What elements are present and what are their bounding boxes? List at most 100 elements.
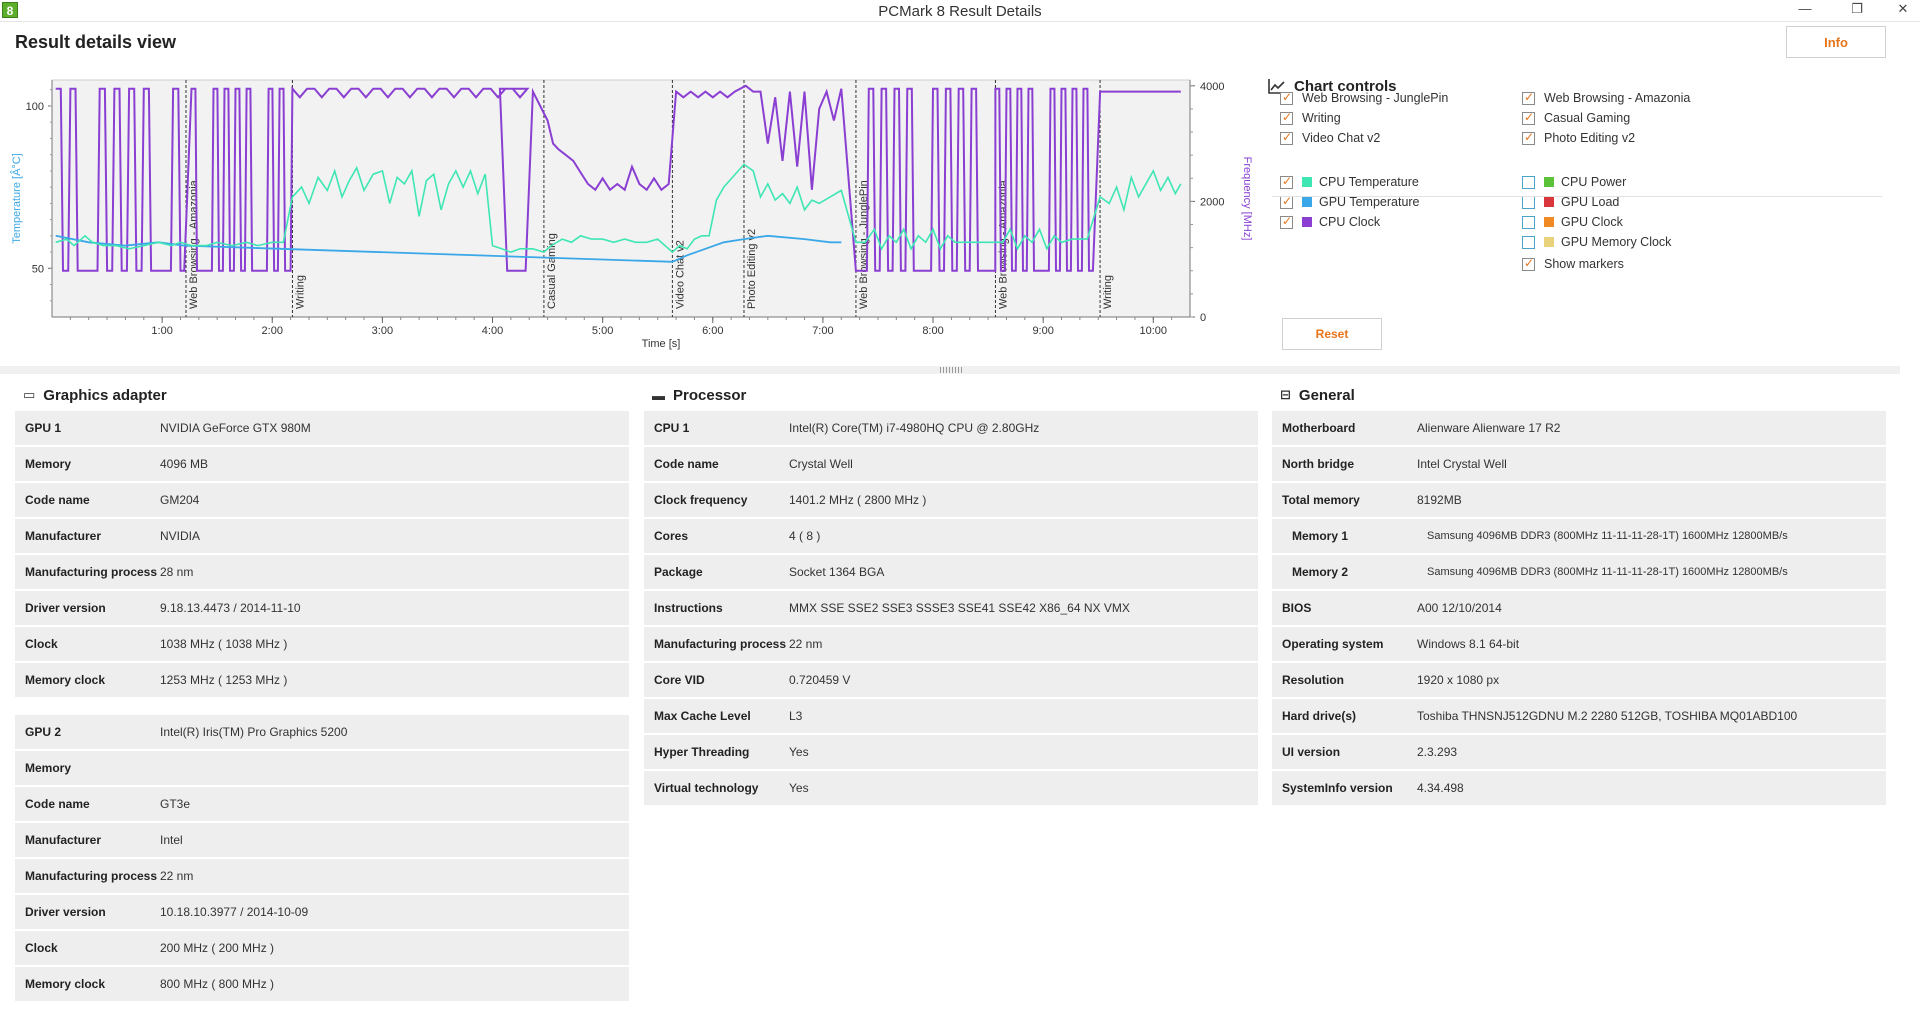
- metric-label: CPU Clock: [1319, 215, 1381, 229]
- metric-checkbox[interactable]: GPU Load: [1522, 192, 1619, 212]
- metric-label: GPU Load: [1561, 195, 1620, 209]
- general-row: Hard drive(s) Toshiba THNSNJ512GDNU M.2 2…: [1272, 699, 1886, 733]
- checkbox-icon[interactable]: [1522, 256, 1535, 271]
- gpu2-row: Manufacturer Intel: [15, 823, 629, 857]
- checkbox-icon[interactable]: [1280, 130, 1293, 145]
- gpu1-value: 4096 MB: [160, 457, 209, 471]
- legend-swatch-icon: [1302, 197, 1312, 207]
- general-value: Samsung 4096MB DDR3 (800MHz 11-11-11-28-…: [1427, 566, 1788, 578]
- close-icon[interactable]: ✕: [1897, 1, 1909, 16]
- general-panel: ⊟ General Motherboard Alienware Alienware…: [1272, 384, 1886, 807]
- general-key: Resolution: [1282, 673, 1344, 687]
- gpu2-value: Intel(R) Iris(TM) Pro Graphics 5200: [160, 725, 348, 739]
- chart-svg: 1:00 2:00 3:00 4:00 5:00 6:00 7:00 8:00 9:00 10:0…: [10, 79, 1253, 350]
- restore-icon[interactable]: ❐: [1851, 1, 1863, 16]
- y-axis-right-label: Frequency [MHz]: [1241, 157, 1253, 241]
- general-row: SystemInfo version 4.34.498: [1272, 771, 1886, 805]
- gpu1-value: GM204: [160, 493, 200, 507]
- gpu1-row: Clock 1038 MHz ( 1038 MHz ): [15, 627, 629, 661]
- checkbox-icon[interactable]: [1280, 214, 1293, 229]
- workload-checkbox[interactable]: Photo Editing v2: [1522, 128, 1635, 148]
- gpu1-row: Code name GM204: [15, 483, 629, 517]
- gpu2-value: 800 MHz ( 800 MHz ): [160, 977, 275, 991]
- general-key: Total memory: [1282, 493, 1360, 507]
- checkbox-icon[interactable]: [1280, 90, 1293, 105]
- segment-label: Photo Editing v2: [746, 229, 758, 309]
- general-value: 8192MB: [1417, 493, 1462, 507]
- gpu1-value: NVIDIA GeForce GTX 980M: [160, 421, 311, 435]
- workload-label: Web Browsing - JunglePin: [1302, 91, 1449, 105]
- segment-label: Casual Gaming: [546, 233, 558, 309]
- checkbox-icon[interactable]: [1522, 235, 1535, 249]
- info-button[interactable]: Info: [1786, 26, 1886, 58]
- legend-swatch-icon: [1544, 217, 1554, 227]
- metric-checkbox[interactable]: GPU Clock: [1522, 212, 1623, 232]
- checkbox-icon[interactable]: [1522, 175, 1535, 189]
- metric-checkbox[interactable]: GPU Temperature: [1280, 192, 1420, 212]
- segment-label: Web Browsing - Amazonia: [188, 179, 200, 309]
- general-key: Memory 2: [1292, 565, 1349, 579]
- general-key: Memory 1: [1292, 529, 1349, 543]
- checkbox-icon[interactable]: [1280, 174, 1293, 189]
- workload-checkbox[interactable]: Web Browsing - Amazonia: [1522, 88, 1690, 108]
- checkbox-icon[interactable]: [1522, 215, 1535, 229]
- legend-swatch-icon: [1302, 177, 1312, 187]
- splitter-grip-icon[interactable]: [940, 367, 962, 373]
- gpu2-key: Memory clock: [25, 977, 106, 991]
- gpu1-key: Manufacturing process: [25, 565, 158, 579]
- checkbox-icon[interactable]: [1280, 194, 1293, 209]
- splitter[interactable]: [0, 366, 1900, 374]
- checkbox-icon[interactable]: [1522, 110, 1535, 125]
- minimize-icon[interactable]: —: [1798, 1, 1812, 16]
- x-tick-label: 8:00: [922, 325, 943, 337]
- gpu2-value: 22 nm: [160, 869, 194, 883]
- general-header: ⊟ General: [1272, 384, 1886, 406]
- x-axis-label: Time [s]: [642, 338, 681, 350]
- gpu2-value: GT3e: [160, 797, 191, 811]
- cpu-key: Max Cache Level: [654, 709, 751, 723]
- gpu2-row: Memory clock 800 MHz ( 800 MHz ): [15, 967, 629, 1001]
- y-axis-left-label: Temperature [Â°C]: [10, 153, 23, 244]
- chart[interactable]: 1:00 2:00 3:00 4:00 5:00 6:00 7:00 8:00 9:00 10:0…: [0, 70, 1270, 360]
- legend-swatch-icon: [1544, 177, 1554, 187]
- x-tick-label: 9:00: [1032, 325, 1053, 337]
- metric-checkbox[interactable]: GPU Memory Clock: [1522, 232, 1671, 252]
- legend-swatch-icon: [1302, 217, 1312, 227]
- workload-checkbox[interactable]: Writing: [1280, 108, 1341, 128]
- cpu-row: Virtual technology Yes: [644, 771, 1258, 805]
- metric-checkbox[interactable]: CPU Power: [1522, 172, 1626, 192]
- laptop-icon: ⊟: [1280, 387, 1291, 402]
- gpu1-key: Memory: [25, 457, 72, 471]
- graphics-header: ▭ Graphics adapter: [15, 384, 629, 406]
- reset-button[interactable]: Reset: [1282, 318, 1382, 350]
- cpu-key: CPU 1: [654, 421, 690, 435]
- workload-label: Video Chat v2: [1302, 131, 1381, 145]
- gpu1-key: Memory clock: [25, 673, 106, 687]
- segment-label: Video Chat v2: [674, 240, 686, 309]
- graphics-title: Graphics adapter: [43, 386, 167, 404]
- cpu-row: Code name Crystal Well: [644, 447, 1258, 481]
- gpu2-row: Code name GT3e: [15, 787, 629, 821]
- checkbox-icon[interactable]: [1522, 90, 1535, 105]
- gpu2-row: Memory: [15, 751, 629, 785]
- gpu1-value: 9.18.13.4473 / 2014-11-10: [160, 601, 301, 615]
- metric-checkbox[interactable]: CPU Clock: [1280, 212, 1380, 232]
- metric-label: CPU Temperature: [1319, 175, 1419, 189]
- workload-checkbox[interactable]: Casual Gaming: [1522, 108, 1630, 128]
- general-value: Intel Crystal Well: [1417, 457, 1507, 471]
- checkbox-icon[interactable]: [1522, 195, 1535, 209]
- checkbox-icon[interactable]: [1280, 110, 1293, 125]
- metric-checkbox[interactable]: CPU Temperature: [1280, 172, 1419, 192]
- cpu-key: Hyper Threading: [654, 745, 750, 759]
- workload-checkbox[interactable]: Web Browsing - JunglePin: [1280, 88, 1448, 108]
- show-markers-checkbox[interactable]: Show markers: [1522, 254, 1624, 274]
- workload-checkbox[interactable]: Video Chat v2: [1280, 128, 1380, 148]
- processor-panel: ▬ Processor CPU 1 Intel(R) Core(TM) i7-49…: [644, 384, 1258, 807]
- checkbox-icon[interactable]: [1522, 130, 1535, 145]
- gpu1-value: 28 nm: [160, 565, 194, 579]
- cpu-key: Core VID: [654, 673, 705, 687]
- general-row: Memory 1 Samsung 4096MB DDR3 (800MHz 11-1…: [1272, 519, 1886, 553]
- gpu2-row: Clock 200 MHz ( 200 MHz ): [15, 931, 629, 965]
- gpu1-row: Memory 4096 MB: [15, 447, 629, 481]
- cpu-value: Crystal Well: [789, 457, 853, 471]
